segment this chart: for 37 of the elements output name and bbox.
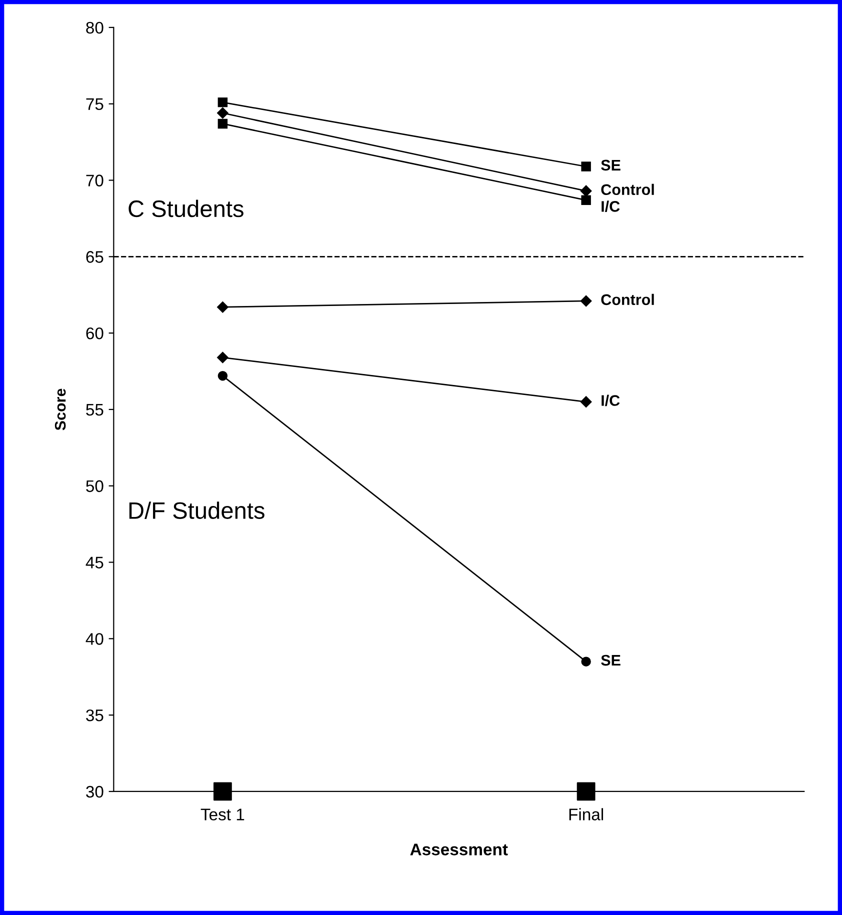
y-tick-label: 45 bbox=[86, 556, 104, 568]
y-tick-label: 75 bbox=[86, 98, 104, 110]
point bbox=[217, 352, 228, 364]
series-label: I/C bbox=[602, 394, 620, 406]
y-tick-label: 55 bbox=[86, 404, 104, 416]
x-tick-label: Test 1 bbox=[200, 808, 244, 820]
point bbox=[576, 782, 596, 801]
point bbox=[217, 107, 228, 119]
point bbox=[581, 656, 591, 666]
annotation: D/F Students bbox=[129, 502, 264, 519]
y-tick-label: 30 bbox=[86, 786, 104, 798]
point bbox=[218, 118, 228, 129]
point bbox=[580, 396, 592, 408]
y-axis-title: Score bbox=[54, 388, 66, 430]
point bbox=[218, 370, 228, 381]
y-tick-label: 60 bbox=[86, 327, 104, 340]
y-tick-label: 35 bbox=[86, 709, 104, 722]
series-label: SE bbox=[601, 160, 620, 171]
point bbox=[218, 97, 228, 108]
y-tick-label: 65 bbox=[86, 251, 104, 263]
annotation: C Students bbox=[128, 200, 244, 218]
point bbox=[217, 301, 228, 313]
x-axis-title: Assessment bbox=[410, 844, 508, 856]
series-label: Control bbox=[601, 184, 654, 196]
point bbox=[581, 195, 591, 205]
point bbox=[581, 162, 591, 172]
y-tick-label: 50 bbox=[86, 480, 104, 492]
point bbox=[580, 295, 592, 307]
y-tick-label: 40 bbox=[86, 633, 104, 645]
point bbox=[580, 185, 592, 197]
point bbox=[213, 782, 232, 801]
series-label: Control bbox=[601, 294, 654, 306]
y-tick-label: 70 bbox=[86, 174, 104, 186]
series-label: I/C bbox=[602, 200, 620, 212]
x-tick-label: Final bbox=[569, 808, 604, 820]
y-tick-label: 80 bbox=[86, 22, 104, 34]
series-label: SE bbox=[601, 654, 620, 666]
